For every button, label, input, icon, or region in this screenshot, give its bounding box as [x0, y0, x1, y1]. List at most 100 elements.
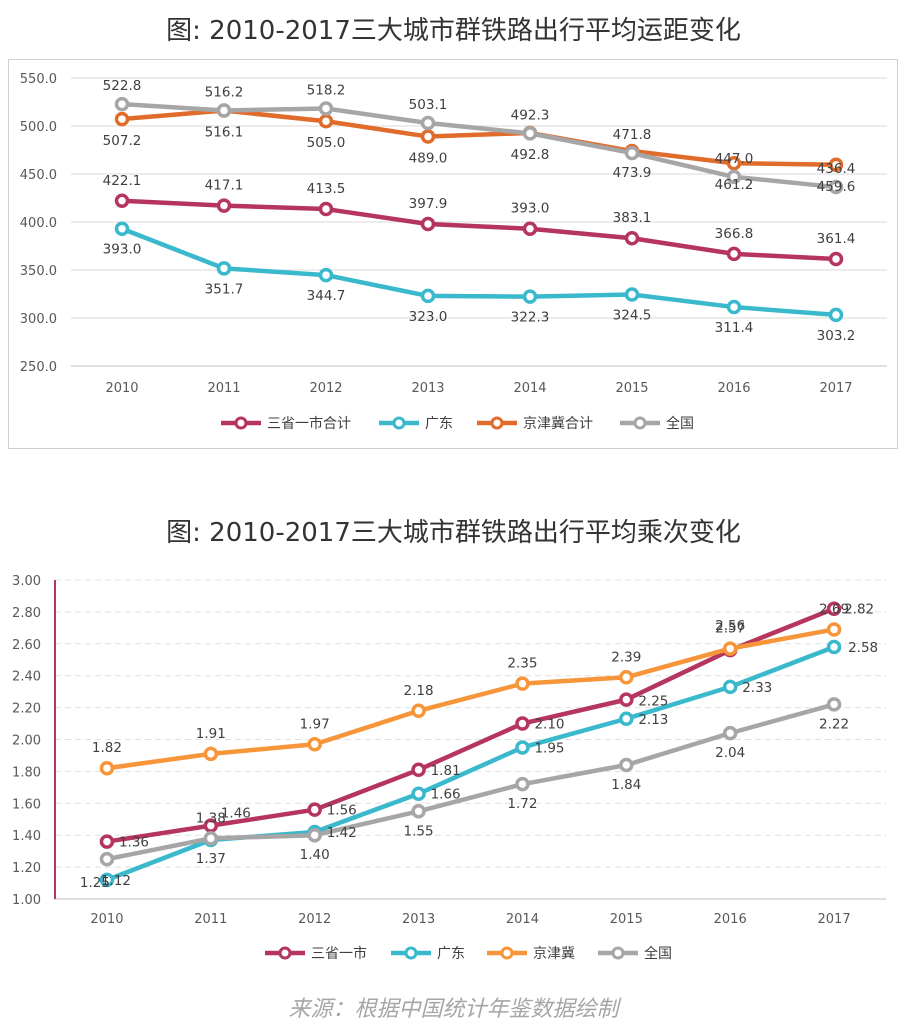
- data-label: 505.0: [307, 135, 346, 151]
- data-label: 503.1: [409, 97, 448, 113]
- legend-label: 全国: [666, 415, 694, 432]
- data-point: [515, 740, 530, 755]
- data-label: 1.95: [534, 740, 564, 756]
- data-label: 2.22: [819, 716, 849, 732]
- x-tick-label: 2012: [309, 381, 342, 396]
- x-tick-label: 2010: [90, 912, 123, 927]
- data-label: 1.46: [221, 806, 251, 822]
- data-label: 1.40: [300, 847, 330, 863]
- y-tick-label: 400.0: [20, 216, 57, 231]
- series-line-3: [119, 101, 839, 190]
- data-label: 1.81: [431, 763, 461, 779]
- x-tick-label: 2012: [298, 912, 331, 927]
- data-label: 344.7: [307, 288, 346, 304]
- data-point: [420, 129, 436, 144]
- chart-1-frame: 250.0 300.0 350.0 400.0 450.0 500.0 550.0 2010 2…: [8, 59, 898, 449]
- data-label: 516.2: [205, 84, 244, 100]
- legend-entry: 三省一市: [265, 945, 367, 962]
- data-label: 2.69: [819, 601, 849, 617]
- y-tick-label: 2.40: [12, 670, 41, 685]
- x-tick-label: 2017: [819, 381, 852, 396]
- data-point: [828, 157, 844, 173]
- x-tick-label: 2016: [717, 381, 750, 396]
- series-line-3: [104, 702, 837, 862]
- legend-entry: 全国: [598, 945, 672, 962]
- data-label: 361.4: [817, 231, 856, 247]
- data-label: 2.82: [844, 602, 874, 618]
- y-tick-label: 2.60: [12, 638, 41, 653]
- data-point: [828, 307, 844, 323]
- data-label: 461.2: [715, 177, 754, 193]
- data-label: 436.4: [817, 161, 856, 177]
- data-point: [515, 776, 530, 792]
- data-point: [411, 804, 426, 819]
- data-label: 1.42: [327, 825, 357, 841]
- source-note: 来源：根据中国统计年鉴数据绘制: [288, 997, 619, 1022]
- y-tick-label: 1.00: [12, 893, 41, 908]
- y-tick-label: 350.0: [20, 264, 57, 279]
- y-tick-label: 2.00: [12, 734, 41, 749]
- data-point: [619, 692, 634, 707]
- data-point: [722, 679, 738, 695]
- data-point: [99, 872, 115, 888]
- data-label: 518.2: [307, 83, 346, 99]
- data-label: 351.7: [205, 281, 244, 297]
- x-tick-label: 2013: [402, 912, 435, 927]
- x-tick-label: 2011: [207, 381, 240, 396]
- chart-1-svg: 250.0 300.0 350.0 400.0 450.0 500.0 550.0 2010 2…: [20, 72, 887, 432]
- data-label: 323.0: [409, 309, 448, 325]
- data-point: [216, 103, 232, 118]
- data-point: [307, 827, 322, 843]
- data-point: [722, 725, 738, 741]
- x-tick-label: 2014: [513, 381, 546, 396]
- data-point: [318, 201, 334, 217]
- data-label: 393.0: [103, 242, 142, 258]
- data-label: 1.55: [404, 823, 434, 839]
- data-point: [114, 96, 130, 112]
- data-point: [722, 641, 738, 656]
- data-label: 2.18: [404, 683, 434, 699]
- y-tick-label: 1.80: [12, 765, 41, 780]
- legend-entry: 三省一市合计: [221, 415, 351, 432]
- legend-entry: 广东: [391, 946, 465, 962]
- data-point: [515, 676, 530, 691]
- data-label: 2.57: [715, 621, 745, 637]
- y-tick-label: 2.20: [12, 702, 41, 717]
- data-label: 492.8: [511, 147, 550, 163]
- data-label: 1.84: [611, 777, 641, 793]
- y-tick-label: 550.0: [20, 72, 57, 87]
- legend-entry: 广东: [379, 416, 453, 432]
- data-point: [619, 670, 634, 685]
- legend-marker: [404, 946, 418, 960]
- series-line-0: [104, 606, 837, 844]
- x-tick-label: 2015: [610, 912, 643, 927]
- legend-marker: [500, 946, 514, 960]
- data-point: [522, 126, 538, 141]
- data-point: [826, 697, 842, 712]
- x-tick-label: 2016: [714, 912, 747, 927]
- data-point: [624, 230, 640, 246]
- data-point: [624, 287, 640, 302]
- data-label: 507.2: [103, 133, 142, 149]
- data-point: [515, 716, 530, 731]
- data-label: 1.91: [196, 726, 226, 742]
- data-label: 1.97: [300, 716, 330, 732]
- data-label: 2.04: [715, 745, 745, 761]
- data-point: [420, 288, 436, 304]
- legend-label: 三省一市合计: [267, 415, 351, 432]
- legend-marker: [278, 946, 292, 960]
- data-label: 422.1: [103, 173, 142, 189]
- data-point: [99, 834, 115, 849]
- data-point: [826, 601, 842, 616]
- x-tick-label: 2010: [105, 381, 138, 396]
- series-line-1: [119, 226, 839, 318]
- legend-entry: 京津冀: [487, 946, 575, 962]
- data-point: [114, 193, 130, 209]
- data-label: 522.8: [103, 78, 142, 94]
- data-label: 2.13: [638, 712, 668, 728]
- data-point: [828, 251, 844, 267]
- legend-label: 京津冀合计: [523, 416, 593, 432]
- data-point: [114, 111, 130, 127]
- data-label: 1.56: [327, 803, 357, 819]
- data-label: 322.3: [511, 310, 550, 326]
